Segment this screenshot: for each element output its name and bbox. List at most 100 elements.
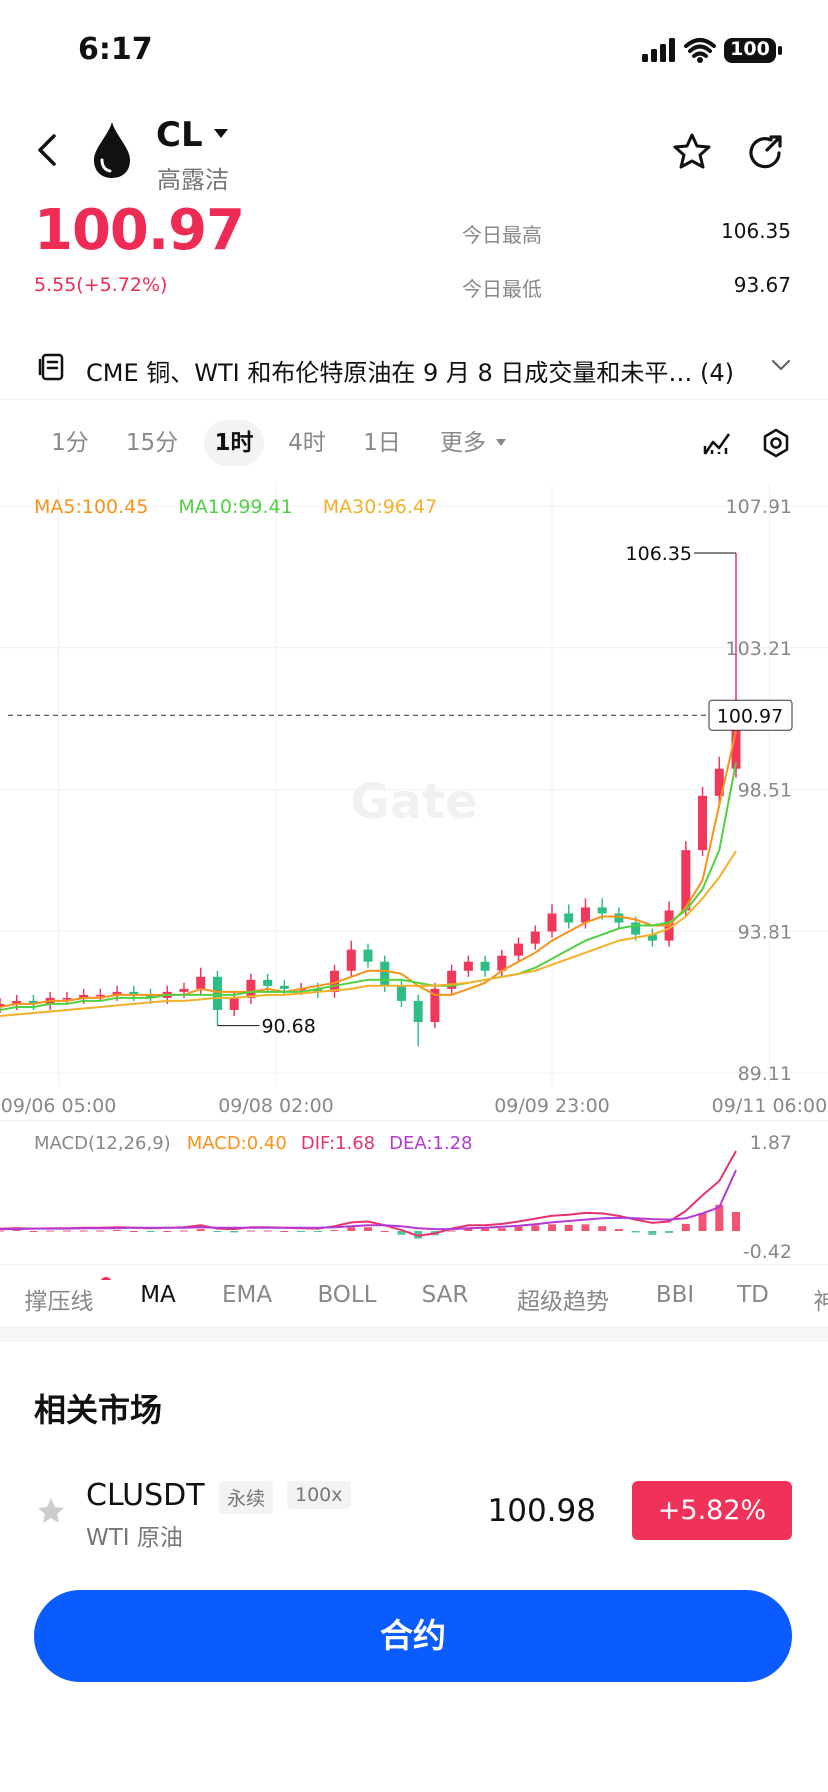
y-tick-label: 98.51 bbox=[738, 780, 792, 802]
x-tick-label: 09/08 02:00 bbox=[218, 1095, 334, 1117]
indicator-tab[interactable]: MA bbox=[140, 1282, 176, 1308]
macd-bar bbox=[62, 1230, 71, 1232]
market-symbol[interactable]: CLUSDT bbox=[86, 1478, 205, 1513]
macd-bar bbox=[263, 1230, 272, 1232]
draw-tool-icon[interactable] bbox=[702, 428, 732, 458]
candle-body bbox=[430, 988, 440, 1023]
indicator-line bbox=[0, 730, 737, 1008]
max-marker-label: 106.35 bbox=[626, 543, 692, 565]
indicator-line bbox=[0, 1150, 737, 1237]
macd-bar bbox=[665, 1231, 674, 1233]
y-tick-label: -0.42 bbox=[743, 1241, 792, 1263]
symbol-dropdown[interactable] bbox=[212, 126, 230, 140]
candle-body bbox=[62, 997, 72, 1000]
market-tag: 100x bbox=[287, 1481, 351, 1509]
min-marker-label: 90.68 bbox=[261, 1016, 315, 1038]
timeframe-tab[interactable]: 1时 bbox=[204, 420, 264, 466]
candle-body bbox=[714, 768, 724, 796]
y-tick-label: 1.87 bbox=[750, 1132, 792, 1154]
macd-bar bbox=[464, 1228, 473, 1232]
candle-body bbox=[279, 985, 289, 989]
x-tick-label: 09/09 23:00 bbox=[494, 1095, 610, 1117]
indicator-tab[interactable]: 撑压线 bbox=[24, 1289, 94, 1315]
macd-bar bbox=[297, 1231, 306, 1233]
last-price-label: 100.97 bbox=[717, 705, 783, 727]
macd-bar bbox=[364, 1227, 372, 1232]
timeframe-tab[interactable]: 4时 bbox=[288, 430, 326, 456]
indicator-tab[interactable]: EMA bbox=[221, 1282, 273, 1308]
high-label: 今日最高 bbox=[462, 223, 542, 247]
back-button[interactable] bbox=[30, 130, 70, 170]
news-icon bbox=[38, 353, 64, 381]
timeframe-tab[interactable]: 更多 bbox=[440, 430, 486, 456]
legend-entry: MACD:0.40 bbox=[187, 1133, 287, 1154]
timeframe-tab[interactable]: 15分 bbox=[125, 430, 179, 456]
candle-body bbox=[731, 715, 741, 769]
macd-bar bbox=[0, 1230, 4, 1232]
indicator-tab[interactable]: TD bbox=[737, 1282, 769, 1308]
macd-bar bbox=[531, 1225, 540, 1232]
macd-bar bbox=[481, 1228, 490, 1232]
legend-entry: MA10:99.41 bbox=[178, 496, 292, 518]
macd-bar bbox=[196, 1229, 205, 1232]
candle-body bbox=[12, 1000, 22, 1004]
candle-body bbox=[396, 985, 406, 1001]
watermark: Gate bbox=[350, 774, 477, 830]
favorite-star[interactable] bbox=[36, 1496, 66, 1526]
indicator-tab[interactable]: SAR bbox=[421, 1282, 469, 1308]
oil-icon bbox=[94, 122, 130, 178]
macd-bar bbox=[313, 1231, 322, 1233]
macd-bar bbox=[715, 1204, 724, 1232]
indicator-tab[interactable]: BBI bbox=[655, 1282, 695, 1308]
timeframe-tab[interactable]: 1分 bbox=[51, 430, 89, 456]
candle-body bbox=[681, 850, 691, 911]
low-value: 93.67 bbox=[733, 273, 791, 297]
macd-bar bbox=[447, 1230, 456, 1232]
candle-body bbox=[79, 994, 89, 998]
y-tick-label: 107.91 bbox=[726, 496, 792, 518]
macd-bar bbox=[163, 1231, 172, 1233]
candle-body bbox=[363, 949, 373, 962]
candle-body bbox=[580, 907, 590, 923]
timeframe-tab[interactable]: 1日 bbox=[363, 430, 401, 456]
candle-body bbox=[698, 795, 708, 851]
candle-body bbox=[463, 961, 473, 971]
macd-bar bbox=[113, 1230, 122, 1232]
macd-bar bbox=[598, 1226, 607, 1232]
macd-bar bbox=[497, 1228, 506, 1232]
macd-bar bbox=[280, 1231, 289, 1233]
indicator-tab[interactable]: 神 bbox=[813, 1289, 828, 1315]
macd-bar bbox=[96, 1230, 105, 1232]
price-change: 5.55(+5.72%) bbox=[34, 274, 168, 296]
candle-body bbox=[330, 970, 340, 992]
macd-bar bbox=[246, 1230, 255, 1232]
news-headline[interactable]: CME 铜、WTI 和布伦特原油在 9 月 8 日成交量和未平… (4) bbox=[86, 359, 735, 387]
status-time: 6:17 bbox=[78, 32, 153, 67]
x-tick-label: 09/06 05:00 bbox=[1, 1095, 117, 1117]
indicator-tab[interactable]: BOLL bbox=[317, 1282, 377, 1308]
symbol[interactable]: CL bbox=[156, 115, 203, 155]
candle-body bbox=[179, 988, 189, 992]
indicator-line bbox=[0, 762, 737, 1011]
last-price: 100.97 bbox=[34, 198, 245, 263]
contract-button[interactable]: 合约 bbox=[34, 1590, 792, 1682]
divider bbox=[0, 399, 828, 400]
favorite-button[interactable] bbox=[672, 132, 712, 172]
candle-body bbox=[313, 988, 323, 992]
candle-body bbox=[28, 1000, 38, 1004]
status-icons bbox=[642, 38, 782, 63]
settings-icon[interactable] bbox=[761, 428, 791, 458]
indicator-tab[interactable]: 超级趋势 bbox=[517, 1289, 609, 1315]
macd-bar bbox=[146, 1231, 155, 1233]
news-expand[interactable] bbox=[770, 357, 792, 373]
legend-entry: MA30:96.47 bbox=[323, 496, 437, 518]
dropdown-caret bbox=[496, 439, 506, 446]
battery-level: 100 bbox=[730, 38, 770, 60]
candle-body bbox=[564, 913, 574, 923]
macd-bar bbox=[213, 1231, 222, 1233]
market-change[interactable]: +5.82% bbox=[632, 1481, 792, 1540]
candle-body bbox=[647, 934, 657, 941]
share-button[interactable] bbox=[746, 132, 786, 172]
candle-body bbox=[497, 955, 507, 971]
